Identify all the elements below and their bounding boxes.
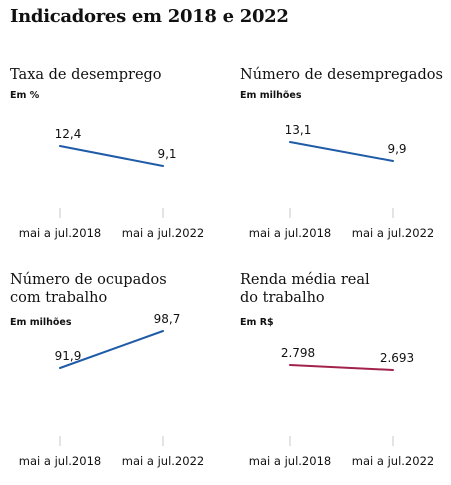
chart-unit: Em R$ — [240, 317, 274, 328]
data-label: 9,9 — [387, 142, 406, 156]
x-tick-label: mai a jul.2018 — [19, 226, 101, 240]
data-label: 13,1 — [285, 123, 312, 137]
chart-panel-taxa-desemprego: Taxa de desemprego Em % 12,4 9,1 mai a jul… — [10, 66, 225, 266]
series-line — [289, 364, 394, 371]
x-tick-label: mai a jul.2018 — [19, 454, 101, 468]
chart-svg: 12,4 9,1 mai a jul.2018 mai a jul.2022 — [19, 127, 204, 240]
chart-unit: Em milhões — [240, 90, 302, 101]
x-tick-label: mai a jul.2022 — [122, 454, 204, 468]
data-label: 2.693 — [380, 351, 414, 365]
chart-svg: 13,1 9,9 mai a jul.2018 mai a jul.2022 — [249, 123, 434, 240]
data-label: 12,4 — [55, 127, 82, 141]
x-tick-label: mai a jul.2018 — [249, 226, 331, 240]
chart-unit: Em milhões — [10, 317, 72, 328]
chart-panel-numero-desempregados: Número de desempregados Em milhões 13,1 9… — [240, 66, 451, 266]
data-label: 91,9 — [55, 349, 82, 363]
x-tick-label: mai a jul.2022 — [352, 454, 434, 468]
x-tick-label: mai a jul.2022 — [352, 226, 434, 240]
chart-panel-renda-media: Renda média real do trabalho Em R$ 2.798… — [240, 271, 451, 471]
chart-panel-numero-ocupados: Número de ocupados com trabalho Em milhõ… — [10, 271, 225, 471]
chart-title: Número de ocupados com trabalho — [10, 272, 167, 306]
chart-svg: 2.798 2.693 mai a jul.2018 mai a jul.2022 — [249, 346, 434, 468]
chart-unit: Em % — [10, 90, 40, 101]
chart-title: Número de desempregados — [240, 67, 443, 83]
chart-svg: 91,9 98,7 mai a jul.2018 mai a jul.2022 — [19, 312, 204, 468]
data-label: 98,7 — [154, 312, 181, 326]
page-title: Indicadores em 2018 e 2022 — [10, 6, 289, 27]
x-tick-label: mai a jul.2022 — [122, 226, 204, 240]
chart-title: Renda média real do trabalho — [240, 272, 370, 306]
x-tick-label: mai a jul.2018 — [249, 454, 331, 468]
data-label: 2.798 — [281, 346, 315, 360]
series-line — [59, 145, 164, 167]
series-line — [59, 330, 164, 369]
series-line — [289, 141, 394, 162]
chart-title: Taxa de desemprego — [10, 67, 162, 83]
data-label: 9,1 — [157, 147, 176, 161]
